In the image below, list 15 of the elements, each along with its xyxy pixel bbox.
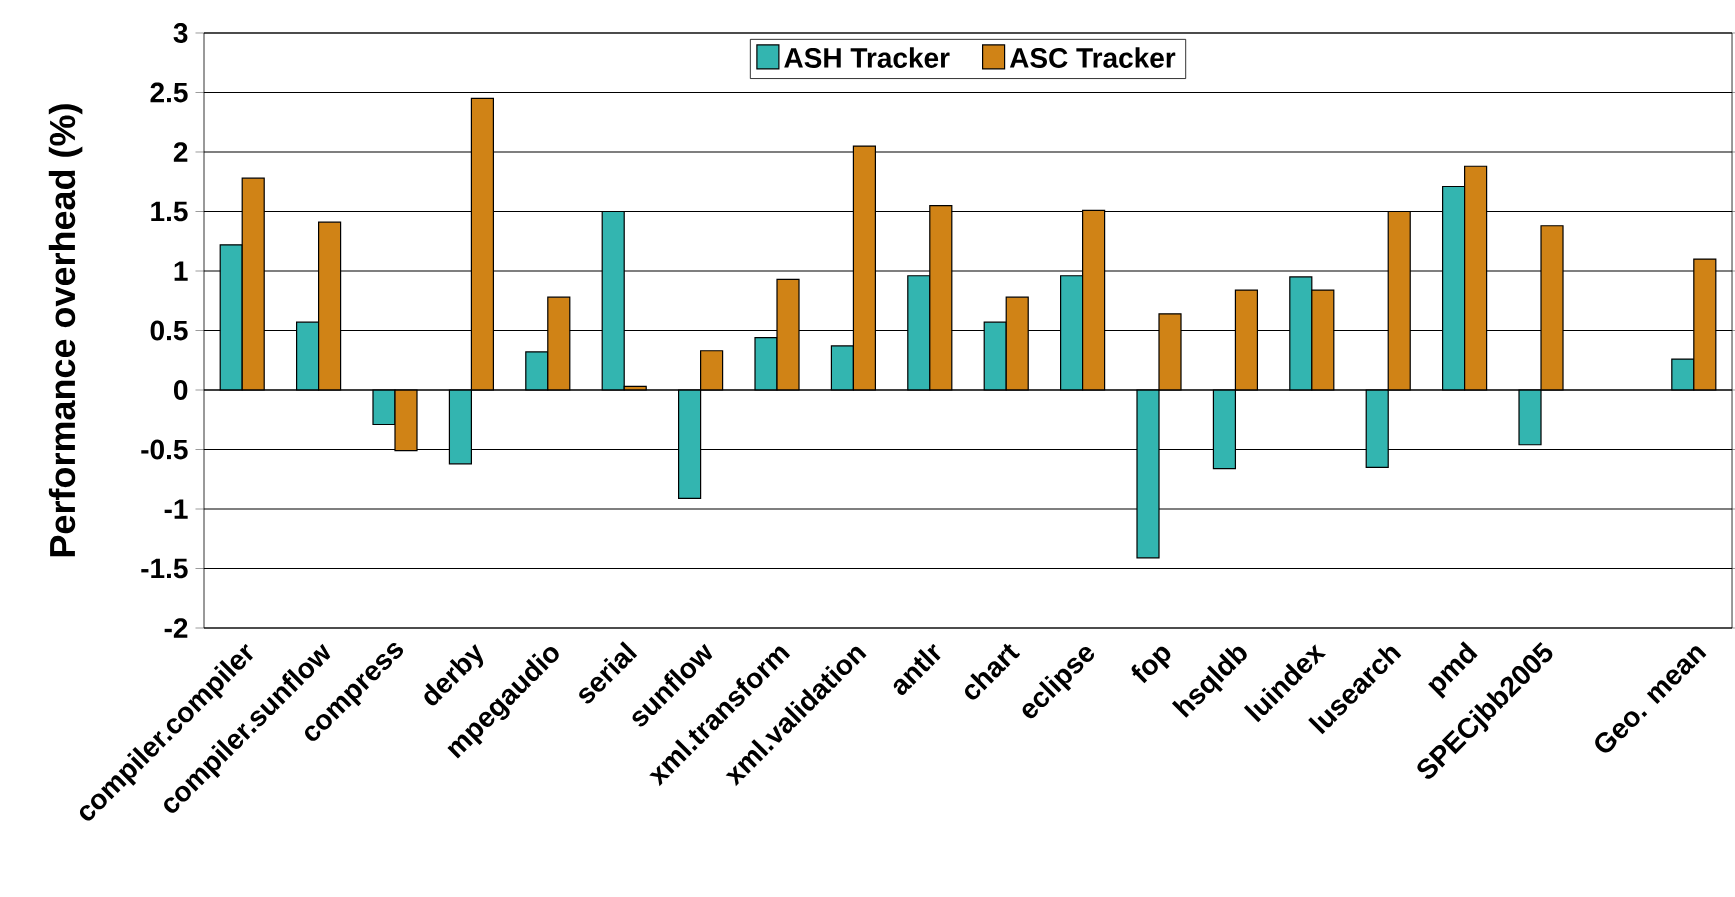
y-tick-label: 0 (173, 380, 188, 400)
y-tick-label: 2.5 (150, 82, 188, 103)
legend-label: ASC Tracker (1009, 47, 1176, 68)
y-tick-label: 0.5 (150, 320, 188, 341)
y-tick-label: 2 (173, 142, 188, 162)
y-tick-label: -1 (164, 499, 188, 519)
y-tick-label: -2 (164, 618, 188, 638)
y-axis-title: Performance overhead (%) (48, 104, 83, 557)
x-tick-label: fop (1131, 646, 1171, 684)
y-tick-label: -0.5 (141, 439, 188, 460)
y-tick-label: 1 (174, 261, 188, 281)
y-tick-label: -1.5 (141, 558, 188, 579)
y-tick-label: 1.5 (151, 201, 188, 222)
legend-label: ASH Tracker (784, 47, 950, 68)
y-tick-label: 3 (173, 23, 188, 43)
